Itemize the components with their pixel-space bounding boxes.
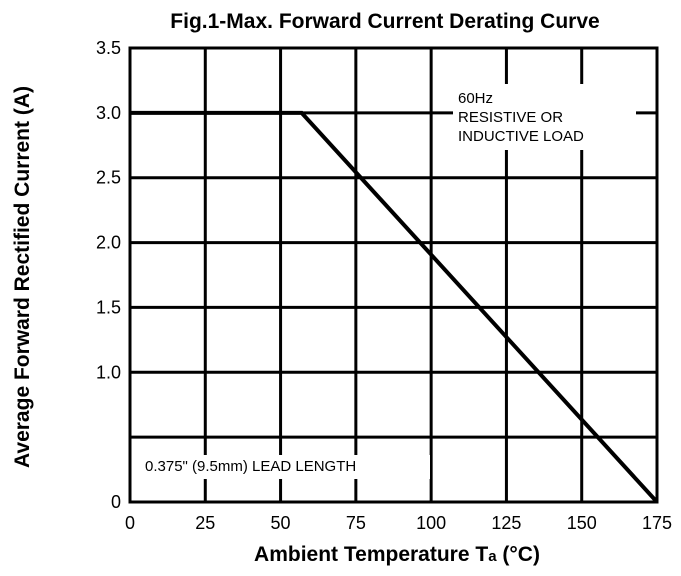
annotation-line-2: RESISTIVE OR	[458, 109, 563, 126]
y-tick-label-4: 2.0	[96, 233, 121, 253]
y-axis-label: Average Forward Rectified Current (A)	[11, 86, 34, 468]
x-axis-label: Ambient Temperature Ta (°C)	[254, 543, 540, 566]
y-tick-labels: 0 1.0 1.5 2.0 2.5 3.0 3.5	[96, 38, 121, 512]
x-axis-label-main: Ambient Temperature T	[254, 543, 488, 566]
chart-title: Fig.1-Max. Forward Current Derating Curv…	[170, 10, 599, 33]
lead-length-annotation: 0.375" (9.5mm) LEAD LENGTH	[145, 458, 356, 475]
x-tick-label-3: 75	[346, 513, 366, 533]
x-tick-label-6: 150	[567, 513, 597, 533]
x-tick-label-1: 25	[195, 513, 215, 533]
x-tick-label-5: 125	[491, 513, 521, 533]
x-axis-label-unit: (°C)	[497, 543, 540, 566]
y-tick-label-6: 3.0	[96, 103, 121, 123]
x-tick-label-0: 0	[125, 513, 135, 533]
x-tick-label-7: 175	[642, 513, 672, 533]
annotation-line-3: INDUCTIVE LOAD	[458, 128, 584, 145]
x-tick-label-4: 100	[416, 513, 446, 533]
x-tick-label-2: 50	[271, 513, 291, 533]
y-tick-label-2: 1.0	[96, 362, 121, 382]
y-tick-label-0: 0	[111, 492, 121, 512]
x-tick-labels: 0 25 50 75 100 125 150 175	[125, 513, 672, 533]
annotation-line-1: 60Hz	[458, 90, 493, 107]
y-tick-label-5: 2.5	[96, 168, 121, 188]
y-tick-label-3: 1.5	[96, 297, 121, 317]
y-tick-label-7: 3.5	[96, 38, 121, 58]
